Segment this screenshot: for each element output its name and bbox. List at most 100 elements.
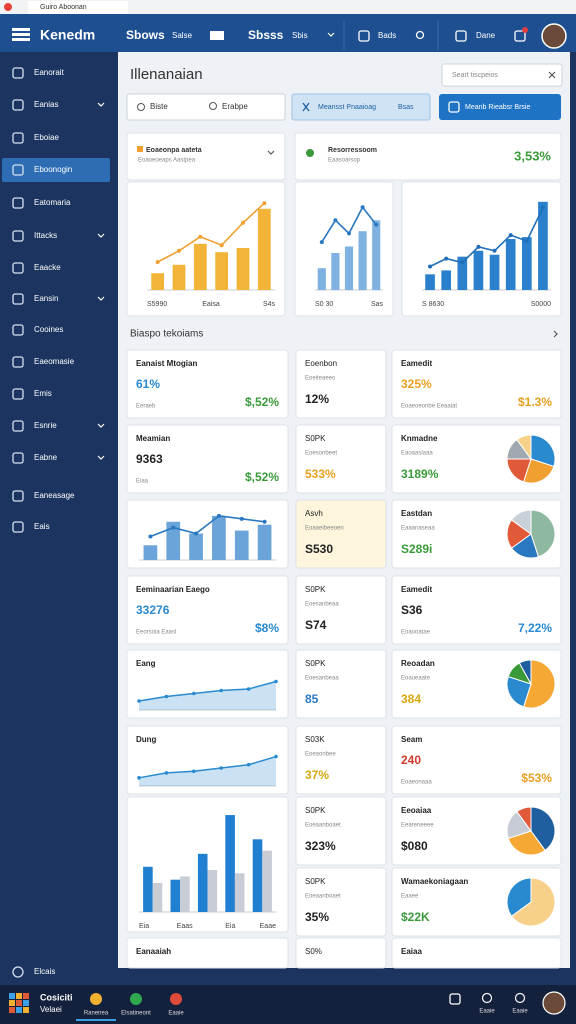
label: Salse	[172, 31, 193, 40]
card	[295, 796, 387, 866]
sidebar-item[interactable]: Esnrie	[34, 421, 57, 430]
filter-box[interactable]	[126, 93, 286, 121]
card-value-secondary: $53%	[521, 771, 552, 785]
sidebar-footer[interactable]: Elcais	[34, 967, 55, 976]
sidebar	[0, 52, 118, 985]
card	[126, 725, 289, 795]
taskbar-avatar[interactable]	[542, 991, 566, 1015]
card-title: Meamian	[136, 434, 170, 443]
sidebar-item[interactable]: Eatomaria	[34, 198, 71, 207]
chart-footer-label: S5990	[147, 301, 167, 308]
taskbar-label: Raneirea	[84, 1011, 109, 1017]
sidebar-item[interactable]: Eaeomasie	[34, 357, 75, 366]
trend-line	[150, 515, 265, 538]
card-subtitle: Eoaueaate	[401, 676, 431, 682]
card-icon	[137, 146, 143, 152]
card-value-secondary: $8%	[255, 621, 279, 635]
label[interactable]: Meanb Rieabsr Brsie	[465, 104, 530, 111]
label: Meansst Pnaaioag	[318, 104, 376, 111]
browser-bar	[0, 0, 576, 14]
card-title: S0PK	[305, 434, 326, 443]
kpi-value: 3,53%	[514, 148, 551, 163]
label[interactable]: Sbows	[126, 28, 165, 42]
tray-icon[interactable]	[514, 992, 526, 1004]
tray-icon[interactable]	[481, 992, 493, 1004]
card-value: 12%	[305, 392, 329, 406]
bar	[262, 850, 272, 912]
sidebar-item[interactable]: Eansin	[34, 294, 58, 303]
primary-button[interactable]	[439, 94, 561, 120]
sidebar-item[interactable]: Eabne	[34, 453, 58, 462]
sidebar-item[interactable]: Eboonogin	[34, 165, 72, 174]
card-title: Dung	[136, 735, 157, 744]
label: Eaasoarsop	[328, 158, 361, 164]
chart-footer-label: S0 30	[315, 301, 333, 308]
card-subtitle: Eaoaasiaaa	[401, 451, 433, 457]
bar	[505, 239, 516, 290]
trend-point	[262, 201, 267, 206]
area-point	[274, 754, 278, 759]
card-title: Reoadan	[401, 659, 435, 668]
chevron	[97, 296, 105, 301]
card	[295, 575, 387, 645]
filter-box[interactable]	[291, 93, 431, 121]
search-icon	[209, 102, 217, 110]
trend-point	[524, 239, 529, 243]
trend-line	[157, 202, 265, 263]
label: Eoaeonpa aateta	[146, 147, 202, 154]
bar	[151, 273, 165, 290]
trend-point	[460, 260, 465, 265]
sidebar-item[interactable]: Eanias	[34, 100, 58, 109]
card-subtitle: Eeorsoia Eaasl	[136, 630, 176, 636]
chart-footer-label: S4s	[263, 301, 276, 308]
pie-slice	[518, 659, 532, 685]
start-icon-cell	[9, 1007, 15, 1013]
card-value: S289i	[401, 542, 432, 556]
card-value: 37%	[305, 768, 329, 782]
trend-point	[360, 205, 365, 210]
card-title: Eaiaa	[401, 947, 422, 956]
chevron	[327, 32, 335, 37]
sidebar-item[interactable]: Cooines	[34, 325, 63, 334]
start-icon-cell	[16, 1000, 22, 1006]
taskbar-icon[interactable]	[170, 993, 182, 1005]
area-point	[164, 694, 169, 699]
trend-point	[171, 525, 176, 530]
sidebar-item[interactable]: Eaacke	[34, 263, 61, 272]
sidebar-item[interactable]: Eais	[34, 522, 50, 531]
card-icon	[306, 149, 314, 157]
area-point	[137, 776, 141, 780]
sidebar-item[interactable]: Eboiae	[34, 133, 59, 142]
label[interactable]: Bads	[378, 31, 396, 40]
taskbar-icon[interactable]	[90, 993, 102, 1005]
area	[139, 681, 276, 710]
card-value: 384	[401, 692, 421, 706]
sidebar-item[interactable]: Eaneasage	[34, 491, 75, 500]
chart-footer-label: S0000	[531, 301, 551, 308]
avatar[interactable]	[541, 23, 567, 49]
sidebar-item[interactable]: Emis	[34, 389, 52, 398]
search-box[interactable]	[441, 63, 563, 87]
label[interactable]: Sbsss	[248, 28, 284, 42]
card-title: Wamaekoniagaan	[401, 877, 468, 886]
sidebar-item[interactable]: Ittacks	[34, 231, 57, 240]
area-line	[138, 755, 277, 779]
card-title: Eanaaiah	[136, 947, 171, 956]
icon	[455, 30, 467, 42]
browser-tab[interactable]	[28, 1, 128, 14]
label[interactable]: Dane	[476, 31, 496, 40]
card	[295, 424, 387, 494]
chevron	[97, 102, 105, 107]
bar	[197, 853, 208, 912]
bar	[193, 243, 207, 290]
card-value-secondary: $,52%	[245, 395, 279, 409]
area-point	[246, 687, 251, 691]
search-icon[interactable]	[415, 30, 425, 40]
pie-slice	[507, 830, 546, 856]
sidebar-item[interactable]: Eanorait	[34, 68, 65, 77]
sidebar-icon	[12, 293, 24, 305]
taskbar-icon[interactable]	[130, 993, 142, 1005]
card-subtitle: Eoaeonaaa	[401, 780, 432, 786]
start-icon-cell	[16, 1007, 22, 1013]
card-value: 85	[305, 692, 319, 706]
